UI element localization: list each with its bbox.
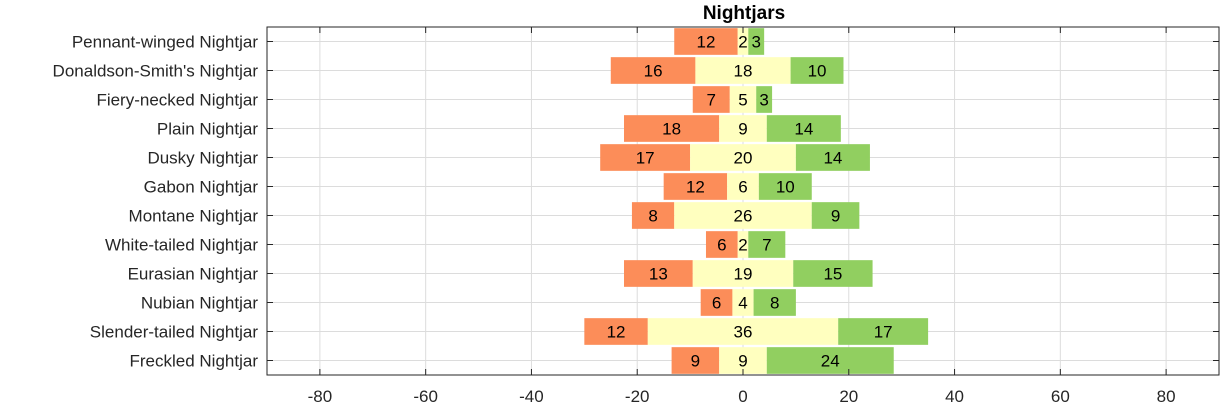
x-tick-label: 80 [1157,387,1176,406]
bar-right-label: 7 [762,236,771,255]
y-tick-label: Pennant-winged Nightjar [72,33,259,52]
y-tick-label: Gabon Nightjar [144,178,259,197]
bar-center-label: 6 [738,178,747,197]
x-tick-label: -60 [413,387,438,406]
bar-right-segment [838,318,929,345]
bar-left-segment [671,347,720,374]
bar-left-segment [674,28,738,55]
bar-right-segment [748,28,765,55]
bar-left-segment [692,86,730,113]
bar-left-segment [663,173,728,200]
bar-center-segment [695,57,791,84]
bar-center-label: 36 [734,323,753,342]
bar-left-label: 6 [717,236,726,255]
bar-right-segment [795,144,870,171]
bar-right-label: 8 [770,294,779,313]
x-tick-label: 60 [1051,387,1070,406]
bar-left-label: 17 [636,149,655,168]
bar-left-segment [705,231,738,258]
bar-right-label: 10 [776,178,795,197]
y-tick-label: Eurasian Nightjar [128,265,259,284]
x-tick-label: 0 [738,387,747,406]
bar-right-segment [756,86,773,113]
y-tick-label: Nubian Nightjar [141,294,259,313]
bar-left-label: 16 [644,62,663,81]
axis-layer: Pennant-winged Nightjar Donaldson-Smith's… [53,27,1219,406]
y-tick-label: Freckled Nightjar [130,352,259,371]
bar-left-segment [610,57,696,84]
x-tick-label: -20 [625,387,650,406]
chart-title: Nightjars [703,3,785,24]
x-tick-label: -80 [308,387,333,406]
bar-right-label: 10 [808,62,827,81]
y-tick-label: Fiery-necked Nightjar [96,91,258,110]
bar-left-segment [624,115,720,142]
bar-right-segment [748,231,786,258]
bar-right-label: 3 [759,91,768,110]
bar-center-segment [690,144,796,171]
bar-left-label: 7 [707,91,716,110]
bar-center-segment [729,86,757,113]
bar-right-label: 17 [874,323,893,342]
bar-left-segment [624,260,693,287]
bar-center-segment [737,28,749,55]
bar-right-segment [790,57,844,84]
bar-left-label: 12 [697,33,716,52]
bar-right-segment [766,115,841,142]
bar-left-label: 12 [686,178,705,197]
bar-center-label: 2 [738,33,747,52]
bar-center-segment [692,260,794,287]
y-tick-label: White-tailed Nightjar [105,236,258,255]
bar-right-segment [793,260,873,287]
bar-left-label: 8 [648,207,657,226]
bar-right-label: 9 [831,207,840,226]
bar-center-label: 9 [738,120,747,139]
y-tick-label: Dusky Nightjar [147,149,258,168]
bar-center-label: 26 [734,207,753,226]
bar-center-segment [647,318,839,345]
bar-center-segment [727,173,759,200]
bar-left-segment [700,289,733,316]
bar-center-label: 4 [738,294,747,313]
bar-center-label: 9 [738,352,747,371]
y-tick-label: Slender-tailed Nightjar [90,323,259,342]
bar-center-segment [719,115,767,142]
bar-center-label: 2 [738,236,747,255]
bar-left-label: 6 [712,294,721,313]
x-tick-label: 40 [945,387,964,406]
bar-right-label: 24 [821,352,840,371]
bar-right-label: 14 [823,149,842,168]
bar-center-label: 19 [734,265,753,284]
bar-left-label: 18 [662,120,681,139]
y-tick-label: Montane Nightjar [129,207,259,226]
bar-left-label: 12 [607,323,626,342]
bar-center-segment [737,231,749,258]
bar-center-segment [732,289,754,316]
x-tick-label: -40 [519,387,544,406]
x-tick-label: 20 [839,387,858,406]
bar-layer [584,28,929,374]
bar-center-label: 18 [734,62,753,81]
bar-right-segment [766,347,894,374]
bar-center-segment [674,202,812,229]
y-tick-label: Donaldson-Smith's Nightjar [53,62,259,81]
bar-right-segment [758,173,812,200]
bar-right-segment [811,202,860,229]
bar-left-segment [600,144,691,171]
bar-center-label: 5 [738,91,747,110]
bar-left-label: 9 [691,352,700,371]
bar-right-label: 14 [794,120,813,139]
bar-left-segment [584,318,648,345]
bar-right-segment [753,289,796,316]
bar-center-label: 20 [734,149,753,168]
bar-left-segment [631,202,675,229]
bar-left-label: 13 [649,265,668,284]
bar-right-label: 15 [823,265,842,284]
bar-right-label: 3 [751,33,760,52]
y-tick-label: Plain Nightjar [157,120,258,139]
